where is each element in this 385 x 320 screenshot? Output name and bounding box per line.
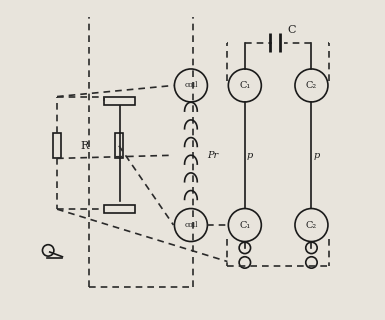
Bar xyxy=(115,133,123,158)
Text: C: C xyxy=(288,25,296,35)
Text: C₂: C₂ xyxy=(306,81,317,90)
Text: p: p xyxy=(314,151,320,160)
Text: Pr: Pr xyxy=(207,151,218,160)
Text: p: p xyxy=(247,151,253,160)
Text: C₂: C₂ xyxy=(306,220,317,229)
Bar xyxy=(53,133,61,158)
Bar xyxy=(104,205,136,213)
Bar xyxy=(104,97,136,105)
Text: C₁: C₁ xyxy=(239,81,251,90)
Text: coil: coil xyxy=(184,82,198,90)
Text: coil: coil xyxy=(184,221,198,229)
Text: C₁: C₁ xyxy=(239,220,251,229)
Text: R: R xyxy=(80,141,89,151)
